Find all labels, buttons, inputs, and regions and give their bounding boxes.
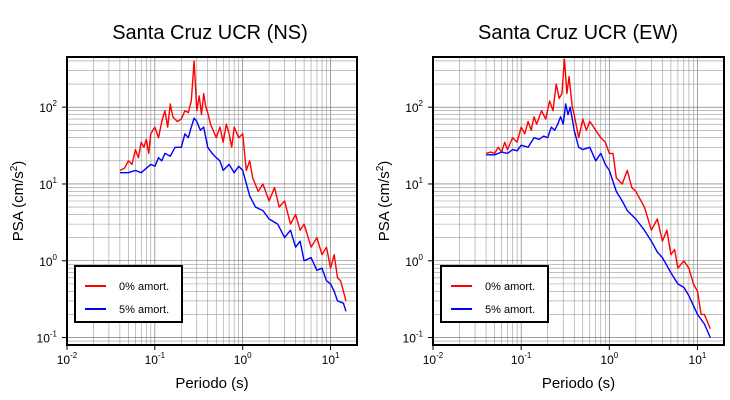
chart-panel-2: Santa Cruz UCR (EW)10-2 10-1 100 10110-1100… [375,22,725,392]
y-tick-exponent: 0 [53,253,58,262]
grid [432,57,725,346]
series-line-1 [485,58,711,330]
plot-frame [432,56,725,346]
x-tick-exponent: -1 [158,351,166,360]
y-axis-label: PSA (cm/s2) [9,161,27,242]
y-axis-label-superscript: 2 [375,165,386,171]
y-axis-label: PSA (cm/s2) [375,161,393,242]
series-line-2 [119,117,347,312]
legend-label: 0% amort. [485,281,535,293]
y-tick-label: 10-1 [403,330,424,346]
y-tick-exponent: -1 [416,330,424,339]
x-tick-exponent: 1 [335,351,340,360]
y-tick-exponent: -1 [50,330,58,339]
y-tick-exponent: 2 [419,99,424,108]
x-tick-label: 101 [322,351,340,367]
legend-label: 0% amort. [119,281,169,293]
x-tick-exponent: -1 [524,351,532,360]
x-tick-label: 101 [689,351,707,367]
x-tick-label: 10-1 [511,351,532,367]
x-tick-label: 10-2 [57,351,78,367]
y-tick-label: 100 [405,253,423,269]
y-tick-label: 101 [405,176,423,192]
x-tick-label: 100 [234,351,252,367]
y-tick-label: 101 [39,176,57,192]
legend: 0% amort. 5% amort. [440,265,549,323]
y-axis-label-close: ) [10,161,27,166]
x-tick-exponent: 0 [247,351,252,360]
y-tick-exponent: 2 [53,99,58,108]
plot-frame [66,56,358,346]
y-tick-label: 102 [39,99,57,115]
x-tick-label: 10-1 [145,351,166,367]
series-line-1 [119,60,347,302]
chart-title: Santa Cruz UCR (NS) [112,22,308,44]
y-tick-exponent: 0 [419,253,424,262]
x-tick-label: 100 [600,351,618,367]
x-axis-label: Periodo (s) [542,375,615,392]
y-tick-label: 100 [39,253,57,269]
y-tick-exponent: 1 [53,176,58,185]
y-axis-label-close: ) [376,161,393,166]
x-tick-exponent: -2 [70,351,78,360]
chart-panel-1: Santa Cruz UCR (NS)10-2 10-1 100 10110-1100… [9,22,358,392]
y-tick-label: 102 [405,99,423,115]
y-tick-exponent: 1 [419,176,424,185]
x-tick-exponent: 1 [702,351,707,360]
series-line-2 [486,103,711,338]
x-tick-exponent: 0 [614,351,619,360]
chart-title: Santa Cruz UCR (EW) [478,22,678,44]
y-axis-label-superscript: 2 [9,165,20,171]
y-tick-label: 10-1 [37,330,58,346]
x-axis-label: Periodo (s) [175,375,248,392]
legend-label: 5% amort. [485,304,535,316]
x-tick-exponent: -2 [436,351,444,360]
legend-label: 5% amort. [119,304,169,316]
legend-box [440,265,549,323]
legend-box [74,265,183,323]
x-tick-label: 10-2 [423,351,444,367]
legend: 0% amort. 5% amort. [74,265,183,323]
